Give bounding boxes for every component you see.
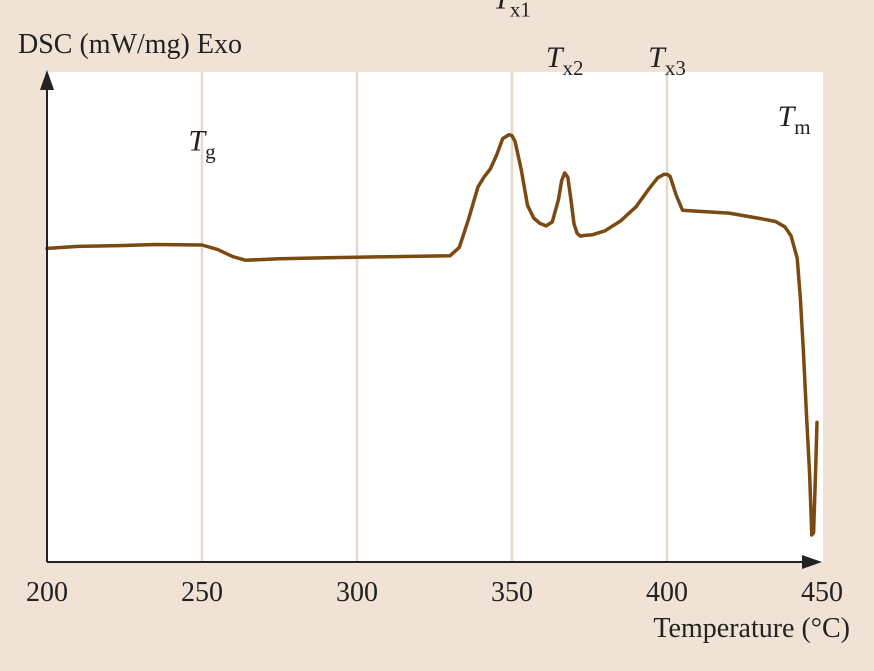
annotation-tm: Tm (778, 100, 811, 139)
x-tick-label-400: 400 (646, 577, 688, 608)
x-tick-label-250: 250 (181, 577, 223, 608)
grid-lines (200, 72, 669, 562)
x-tick-labels: 200 250 300 350 400 450 (26, 577, 843, 608)
dsc-curve (45, 132, 819, 537)
y-axis-label: DSC (mW/mg) Exo (18, 29, 242, 60)
annotation-tx1: Tx1 (493, 0, 531, 21)
x-tick-label-450: 450 (801, 577, 843, 608)
y-axis-arrow (40, 70, 54, 90)
annotation-tx3: Tx3 (648, 41, 686, 80)
axes (40, 70, 822, 569)
x-tick-label-350: 350 (491, 577, 533, 608)
x-axis-arrow (802, 555, 822, 569)
peak-annotations: Tg Tx1 Tx2 Tx3 Tm (188, 0, 810, 163)
x-tick-label-300: 300 (336, 577, 378, 608)
x-tick-label-200: 200 (26, 577, 68, 608)
annotation-tx2: Tx2 (546, 41, 584, 80)
curve-layer (45, 132, 819, 537)
x-axis-label: Temperature (°C) (653, 613, 850, 644)
annotation-tg: Tg (188, 124, 216, 163)
plot-area (47, 72, 823, 562)
